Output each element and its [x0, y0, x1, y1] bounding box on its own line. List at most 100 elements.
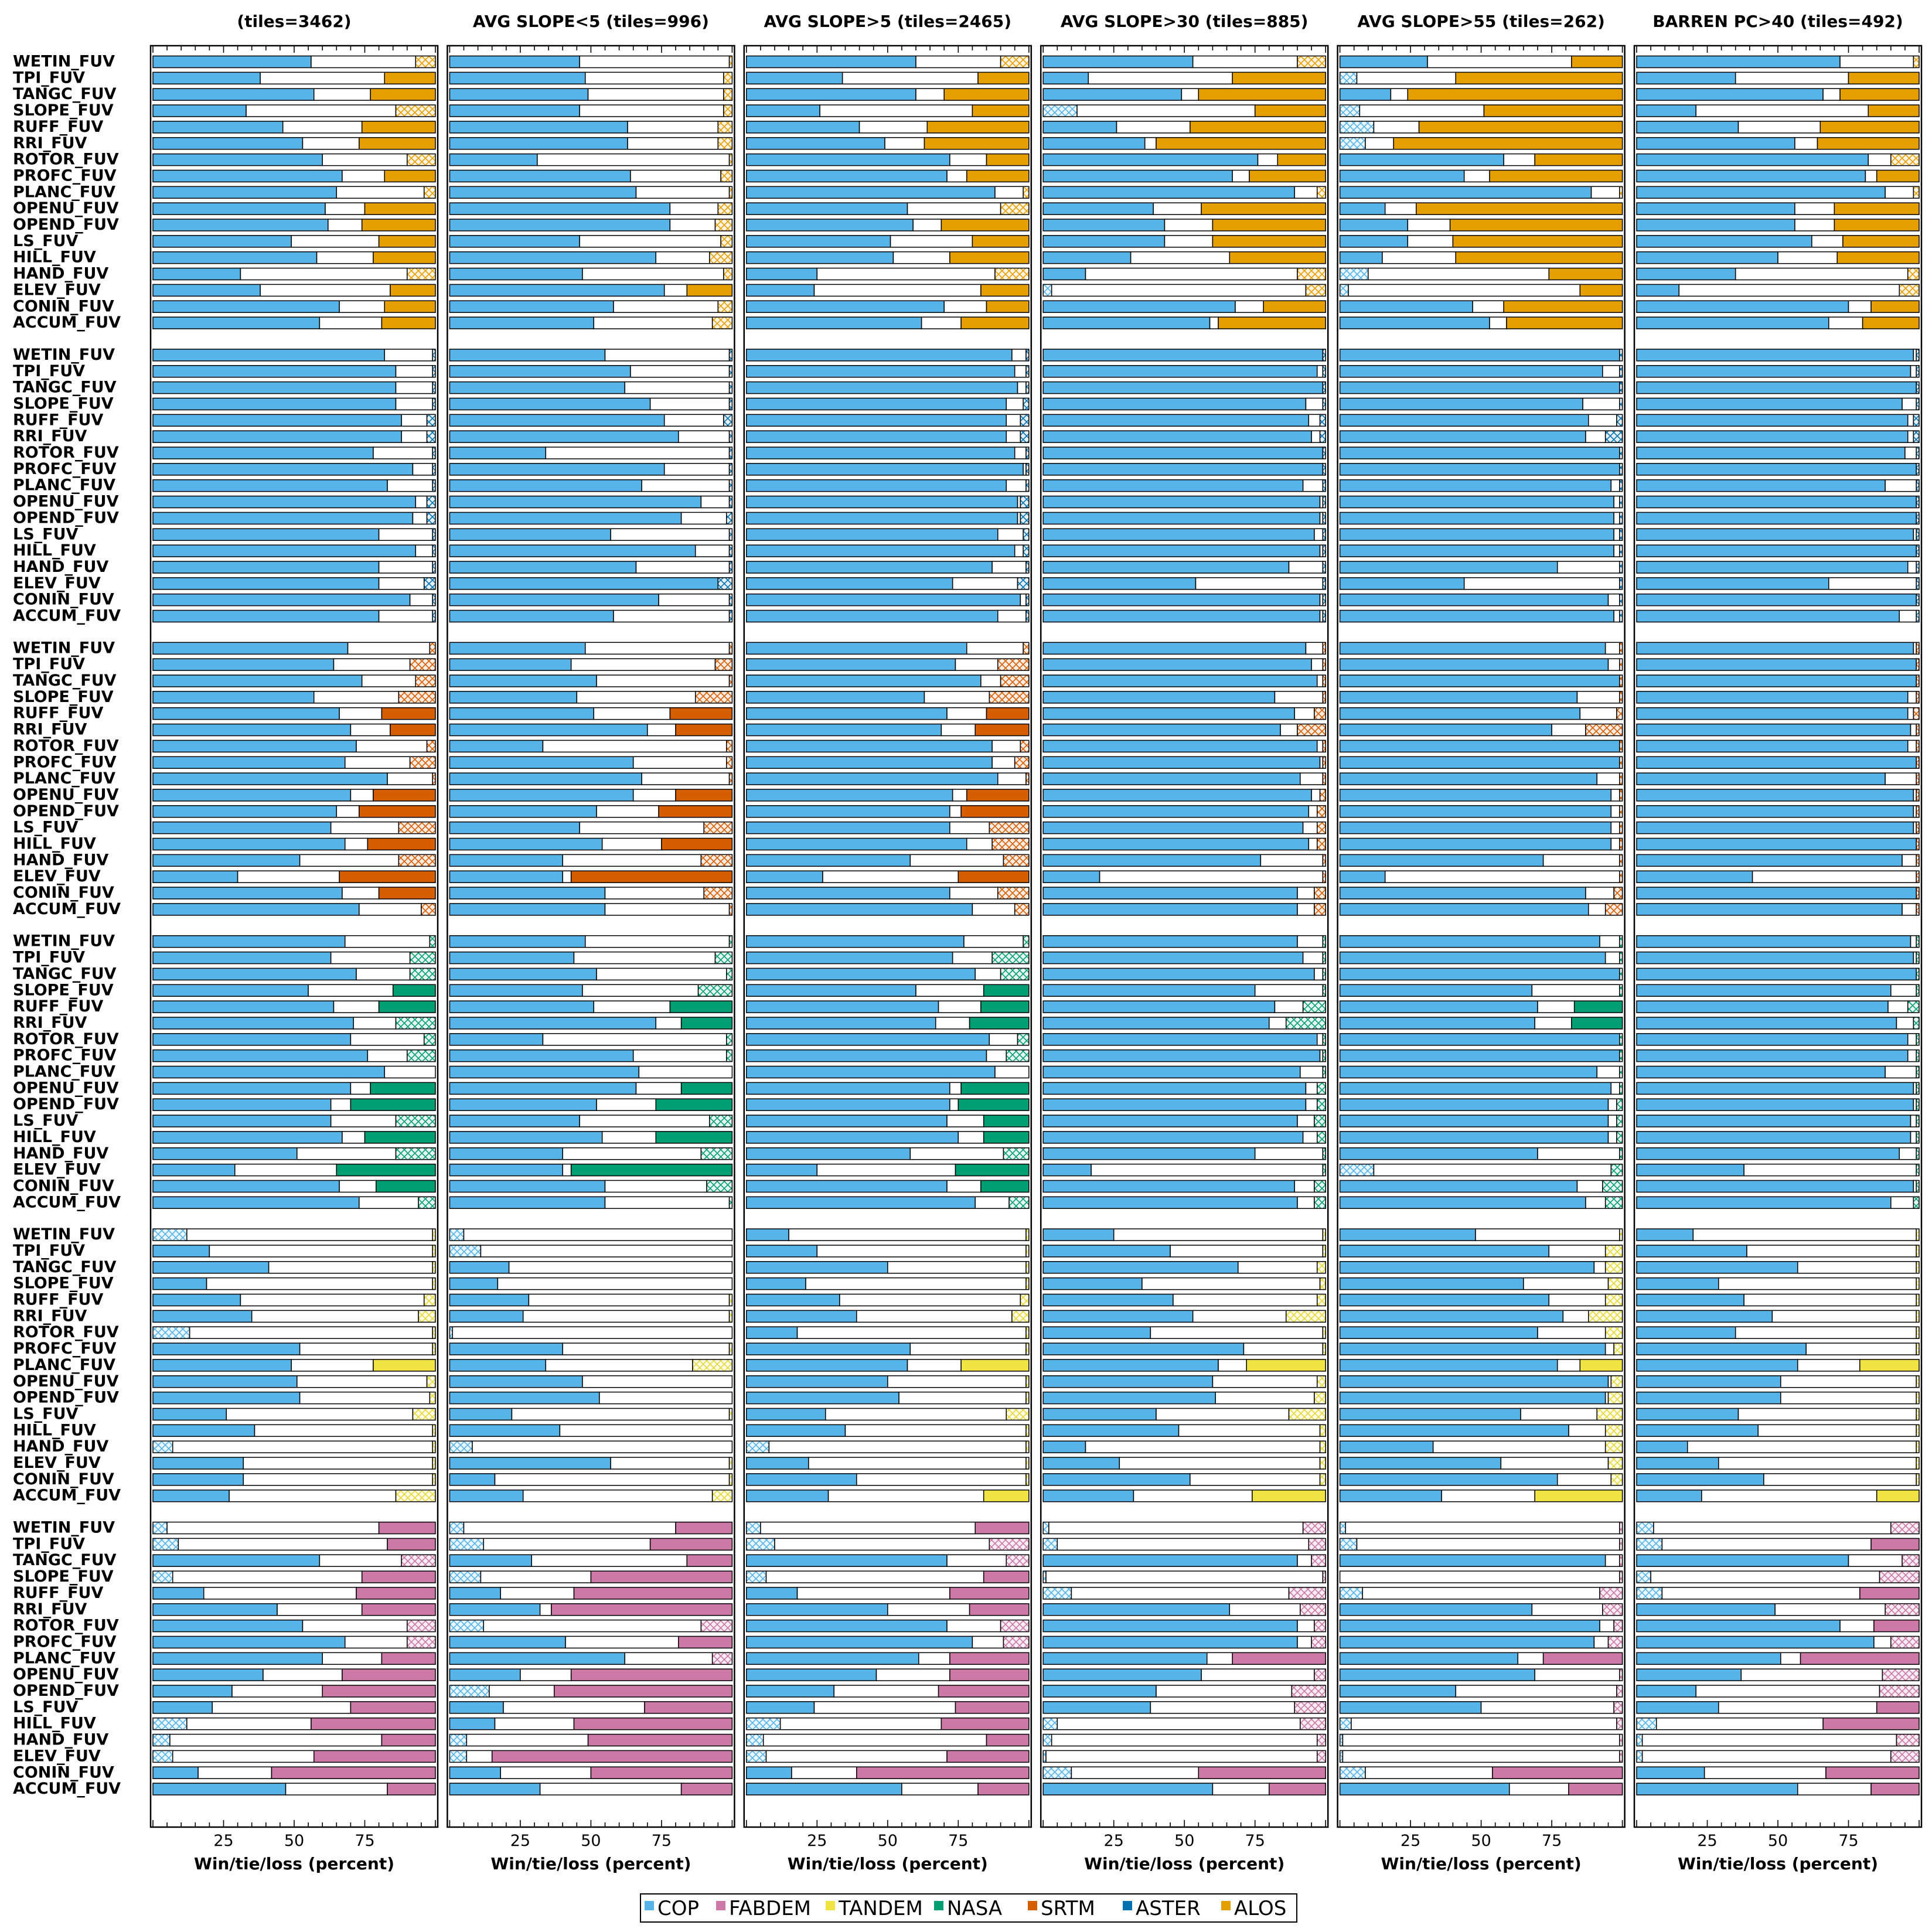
- bar-tie: [1314, 967, 1324, 981]
- bar-loss: [1619, 821, 1623, 834]
- bar-win: [1042, 1277, 1143, 1290]
- bar-tie: [1116, 121, 1191, 134]
- bar-win: [1636, 1635, 1875, 1649]
- bar-win: [1636, 642, 1914, 655]
- bar-loss: [1277, 153, 1326, 166]
- bar-win: [1042, 1310, 1194, 1323]
- bar-tie: [1235, 300, 1264, 313]
- bar-win: [746, 1538, 775, 1551]
- bar-win: [1636, 137, 1795, 150]
- bar-win: [1339, 447, 1620, 459]
- bar-tie: [1390, 88, 1409, 101]
- bar-tie: [796, 1587, 950, 1600]
- bar-tie: [1735, 71, 1849, 85]
- bar-loss: [350, 1098, 436, 1111]
- bar-tie: [582, 267, 724, 281]
- row-label: LS_FUV: [13, 1112, 79, 1130]
- bar-loss: [1025, 772, 1030, 785]
- bar-tie: [658, 593, 730, 606]
- bar-win: [1339, 903, 1589, 916]
- bar-win: [746, 1228, 789, 1241]
- bar-win: [1042, 365, 1318, 378]
- bar-tie: [1548, 1245, 1606, 1258]
- bar-win: [1636, 1342, 1807, 1355]
- bar-loss: [432, 1440, 436, 1453]
- bar-win: [449, 1049, 634, 1062]
- bar-win: [746, 935, 965, 948]
- bar-loss: [1229, 251, 1326, 264]
- bar-loss: [969, 1017, 1030, 1030]
- bar-win: [1636, 723, 1911, 737]
- bar-loss: [986, 300, 1030, 313]
- bar-loss: [418, 1196, 436, 1209]
- bar-tie: [1150, 1326, 1324, 1339]
- bar-win: [449, 903, 606, 916]
- bar-win: [152, 1065, 385, 1079]
- bar-tie: [1613, 528, 1620, 541]
- bar-loss: [1916, 1391, 1920, 1405]
- bar-win: [152, 1733, 171, 1747]
- bar-loss: [1254, 104, 1326, 117]
- bar-win: [1042, 1554, 1298, 1567]
- bar-tie: [1641, 1733, 1897, 1747]
- bar-loss: [1613, 887, 1623, 899]
- bar-loss: [1822, 1717, 1920, 1730]
- bar-loss: [728, 593, 733, 606]
- bar-win: [746, 1554, 948, 1567]
- bar-win: [449, 1147, 563, 1160]
- row-label: ROTOR_FUV: [13, 444, 119, 462]
- bar-loss: [1604, 1293, 1623, 1307]
- bar-tie: [907, 1359, 962, 1372]
- bar-win: [1339, 805, 1612, 818]
- bar-loss: [1916, 479, 1920, 492]
- bar-tie: [1678, 284, 1900, 297]
- bar-tie: [1599, 1619, 1614, 1633]
- bar-loss: [991, 837, 1030, 851]
- bar-win: [152, 1017, 354, 1030]
- bar-tie: [1407, 235, 1454, 248]
- bar-tie: [1305, 1082, 1318, 1095]
- bar-loss: [958, 870, 1030, 883]
- bar-tie: [1297, 1554, 1312, 1567]
- bar-win: [152, 1750, 173, 1763]
- bar-tie: [1254, 1147, 1324, 1160]
- bar-loss: [1322, 463, 1326, 476]
- bar-win: [746, 1098, 950, 1111]
- bar-win: [746, 1440, 770, 1453]
- bar-win: [1636, 397, 1903, 411]
- bar-win: [1636, 88, 1824, 101]
- bar-tie: [1695, 1685, 1880, 1698]
- bar-tie: [1006, 414, 1021, 427]
- legend-label: TANDEM: [838, 1897, 923, 1920]
- bar-loss: [1916, 854, 1920, 867]
- bar-loss: [694, 691, 733, 704]
- bar-win: [1042, 1131, 1304, 1144]
- bar-loss: [1319, 414, 1326, 427]
- bar-loss: [1023, 397, 1030, 411]
- bar-loss: [1252, 1489, 1326, 1502]
- bar-tie: [1520, 1408, 1597, 1421]
- bar-tie: [263, 1668, 343, 1681]
- bar-loss: [1316, 805, 1326, 818]
- bar-loss: [1322, 544, 1326, 557]
- bar-loss: [960, 316, 1030, 329]
- bar-tie: [935, 1017, 970, 1030]
- bar-win: [1042, 1733, 1052, 1747]
- bar-loss: [726, 740, 733, 753]
- bar-loss: [1907, 267, 1920, 281]
- bar-loss: [1916, 495, 1920, 509]
- bar-loss: [426, 430, 436, 443]
- bar-tie: [1269, 1017, 1287, 1030]
- row-label: RRI_FUV: [13, 427, 87, 445]
- bar-tie: [856, 1473, 1027, 1486]
- bar-tie: [1607, 1131, 1617, 1144]
- bar-win: [152, 642, 349, 655]
- bar-tie: [339, 707, 383, 720]
- bar-loss: [359, 137, 436, 150]
- bar-tie: [494, 1717, 575, 1730]
- bar-loss: [1415, 202, 1623, 215]
- x-tick-label: 25: [807, 1832, 827, 1850]
- bar-loss: [1297, 267, 1326, 281]
- bar-win: [1636, 903, 1903, 916]
